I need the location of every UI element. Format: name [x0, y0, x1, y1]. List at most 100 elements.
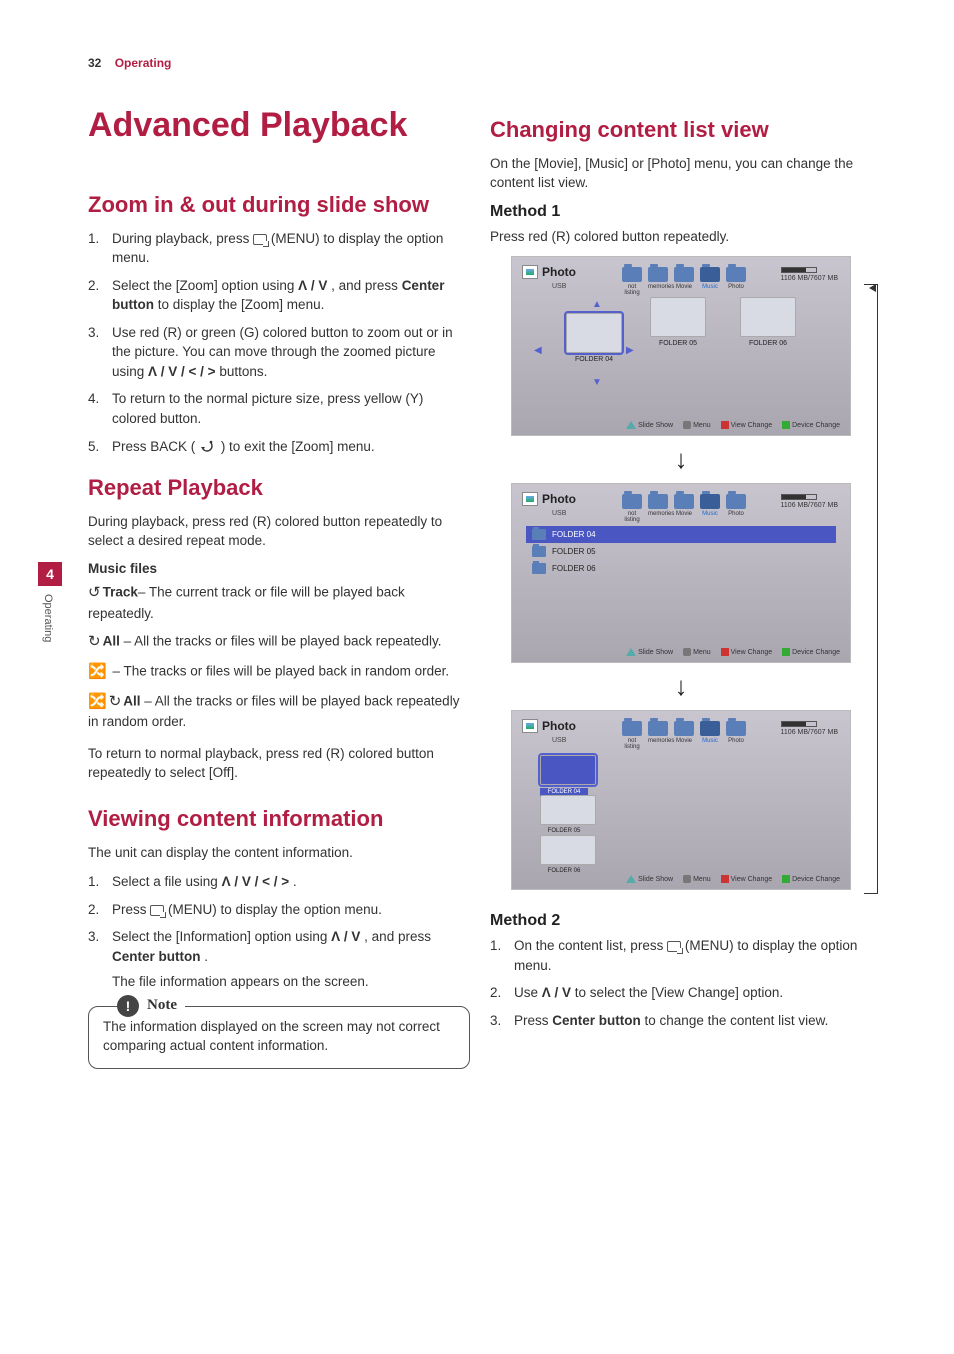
page-header: 32 Operating — [88, 56, 171, 70]
footer-label: Device Change — [792, 422, 840, 429]
tab-row: not listing memories Movie Music Photo — [622, 494, 746, 509]
note-badge: ! Note — [117, 995, 185, 1017]
folder-label: FOLDER 04 — [552, 530, 596, 539]
text: buttons. — [219, 364, 267, 379]
note-box: ! Note The information displayed on the … — [88, 1006, 470, 1069]
note-label: Note — [147, 995, 177, 1017]
folder-label: FOLDER 06 — [540, 868, 588, 874]
repeat-all-icon: ↻ — [88, 631, 101, 653]
text: to change the content list view. — [645, 1013, 829, 1028]
repeat-shuffle-all: 🔀↻All – All the tracks or files will be … — [88, 691, 470, 732]
tab: Photo — [726, 738, 746, 744]
text: All — [123, 693, 140, 708]
method2-step-2: Use Λ / V to select the [View Change] op… — [490, 983, 872, 1003]
folder-label: FOLDER 06 — [552, 564, 596, 573]
menu-icon — [150, 905, 164, 916]
red-dot-icon — [721, 875, 729, 883]
shuffle-icon: 🔀 — [88, 691, 107, 713]
down-arrow-icon: ↓ — [490, 671, 872, 702]
viewinfo-intro: The unit can display the content informa… — [88, 843, 470, 863]
folder-label: FOLDER 04 — [566, 356, 622, 363]
play-icon — [626, 648, 636, 656]
method2-step-1: On the content list, press (MENU) to dis… — [490, 936, 872, 975]
zoom-step-3: Use red (R) or green (G) colored button … — [88, 323, 470, 382]
red-dot-icon — [721, 421, 729, 429]
arrow-keys: Λ / V — [542, 985, 571, 1000]
footer-label: Menu — [693, 649, 711, 656]
text: (MENU) to display the option menu. — [168, 902, 382, 917]
tab: memories — [648, 284, 668, 290]
list-row: FOLDER 05 — [526, 543, 836, 560]
center-button-label: Center button — [112, 949, 201, 964]
method1-body: Press red (R) colored button repeatedly. — [490, 227, 872, 247]
arrow-keys: Λ / V — [331, 929, 360, 944]
tab: memories — [648, 511, 668, 517]
repeat-title: Repeat Playback — [88, 474, 470, 502]
tab: Movie — [674, 511, 694, 517]
center-button-label: Center button — [552, 1013, 641, 1028]
photo-app-icon — [522, 265, 538, 279]
tab: Music — [700, 284, 720, 290]
info-icon: ! — [117, 995, 139, 1017]
text: Press — [514, 1013, 552, 1028]
zoom-step-5: Press BACK ( ) to exit the [Zoom] menu. — [88, 437, 470, 457]
photo-label: Photo — [542, 492, 576, 506]
viewinfo-step-1: Select a file using Λ / V / < / > . — [88, 872, 470, 892]
green-dot-icon — [782, 648, 790, 656]
down-arrow-icon: ▼ — [592, 377, 602, 388]
shuffle-icon: 🔀 — [88, 661, 107, 683]
red-dot-icon — [721, 648, 729, 656]
page-number: 32 — [88, 56, 101, 70]
folder-icon — [532, 563, 546, 574]
text: . — [293, 874, 297, 889]
left-column: Advanced Playback Zoom in & out during s… — [88, 106, 470, 1069]
menu-dot-icon — [683, 421, 691, 429]
text: ) to exit the [Zoom] menu. — [221, 439, 375, 454]
note-body: The information displayed on the screen … — [103, 1017, 455, 1056]
viewinfo-title: Viewing content information — [88, 805, 470, 833]
usb-label: USB — [552, 510, 566, 517]
up-arrow-icon: ▲ — [592, 299, 602, 310]
zoom-step-2: Select the [Zoom] option using Λ / V , a… — [88, 276, 470, 315]
text: Use — [514, 985, 542, 1000]
play-icon — [626, 421, 636, 429]
tab: Photo — [726, 284, 746, 290]
text: – All the tracks or files will be played… — [88, 693, 459, 729]
storage-label: 1106 MB/7607 MB — [781, 267, 838, 282]
tab-row: not listing memories Movie Music Photo — [622, 721, 746, 736]
text: Press BACK ( — [112, 439, 195, 454]
footer-label: View Change — [731, 649, 773, 656]
connector-line — [864, 284, 878, 894]
right-arrow-icon: ▶ — [626, 345, 634, 356]
list-row: FOLDER 06 — [526, 560, 836, 577]
side-tab-label: Operating — [42, 586, 54, 642]
viewinfo-steps: Select a file using Λ / V / < / > . Pres… — [88, 872, 470, 992]
photo-app-icon — [522, 492, 538, 506]
green-dot-icon — [782, 875, 790, 883]
text: Select the [Zoom] option using — [112, 278, 298, 293]
tab: Photo — [726, 511, 746, 517]
menu-dot-icon — [683, 648, 691, 656]
connector-arrow — [869, 284, 876, 292]
footer-label: Device Change — [792, 876, 840, 883]
arrow-keys: Λ / V — [298, 278, 327, 293]
method2-title: Method 2 — [490, 912, 872, 930]
text: All — [103, 634, 120, 649]
footer-label: Menu — [693, 422, 711, 429]
storage-label: 1106 MB/7607 MB — [781, 494, 838, 509]
folder-icon — [532, 529, 546, 540]
zoom-step-1: During playback, press (MENU) to display… — [88, 229, 470, 268]
right-column: Changing content list view On the [Movie… — [490, 116, 872, 1044]
footer-label: Menu — [693, 876, 711, 883]
footer-label: Device Change — [792, 649, 840, 656]
method2-steps: On the content list, press (MENU) to dis… — [490, 936, 872, 1030]
text: Press — [112, 902, 150, 917]
text: On the content list, press — [514, 938, 667, 953]
zoom-steps: During playback, press (MENU) to display… — [88, 229, 470, 457]
viewinfo-step-3: Select the [Information] option using Λ … — [88, 927, 470, 992]
tab: Movie — [674, 284, 694, 290]
photo-label: Photo — [542, 719, 576, 733]
tab: Movie — [674, 738, 694, 744]
menu-icon — [667, 941, 681, 952]
zoom-step-4: To return to the normal picture size, pr… — [88, 389, 470, 428]
